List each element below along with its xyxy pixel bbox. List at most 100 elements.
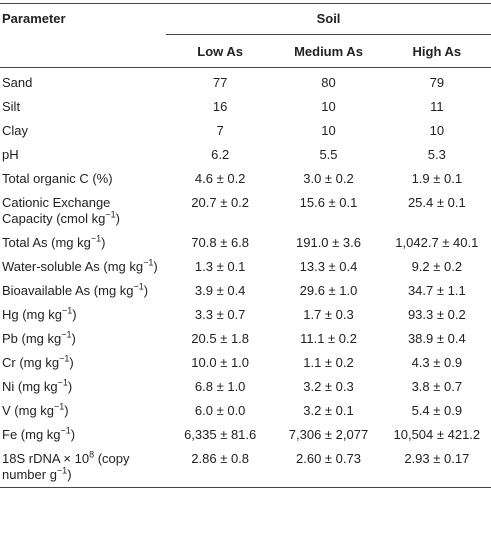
cell: 34.7 ± 1.1 [407,283,466,298]
text-part: Cr (mg kg [2,355,60,370]
text-part: Water-soluble As (mg kg [2,259,144,274]
row-label: V (mg kg−1) [0,399,166,423]
superscript: −1 [61,305,73,316]
row-label: Fe (mg kg−1) [0,423,166,447]
table-row: Total As (mg kg−1) 70.8 ± 6.8 191.0 ± 3.6 1… [0,231,491,255]
table-row: Sand 77 80 79 [0,68,491,96]
cell: 10 [321,99,336,114]
cell: 16 [212,99,228,114]
text-part: (copy number g [2,451,130,482]
cell: 11.1 ± 0.2 [300,331,357,346]
cell: 77 [212,75,228,90]
text-part: ) [67,379,73,394]
text-part: ) [67,467,72,482]
cell: 5.4 ± 0.9 [411,403,463,418]
text-part: Pb (mg kg [2,331,62,346]
text-part: V (mg kg [2,403,55,418]
text-part: ) [71,331,76,346]
superscript: −1 [90,233,102,244]
cell: 10,504 ± 421.2 [393,427,481,442]
cell: 25.4 ± 0.1 [407,195,466,210]
header-blank [0,34,166,68]
cell: 80 [321,75,336,90]
table-row: Hg (mg kg−1) 3.3 ± 0.7 1.7 ± 0.3 93.3 ± 0.2 [0,303,491,327]
cell: 70.8 ± 6.8 [191,235,250,250]
cell: 13.3 ± 0.4 [299,259,358,274]
cell: 1.1 ± 0.2 [303,355,354,370]
row-label: Sand [2,75,33,90]
cell: 4.6 ± 0.2 [194,171,246,186]
data-table: Parameter Soil Low As Medium As High As Sa… [0,3,491,488]
cell: 6.2 [211,147,230,162]
table-row: pH 6.2 5.5 5.3 [0,143,491,167]
cell: 10 [321,123,336,138]
superscript: −1 [61,329,72,340]
superscript: −1 [105,209,116,220]
table-row: Ni (mg kg−1) 6.8 ± 1.0 3.2 ± 0.3 3.8 ± 0.7 [0,375,491,399]
row-label: Silt [2,99,21,114]
text-part: Ni (mg kg [2,379,58,394]
table-row: Clay 7 10 10 [0,119,491,143]
cell: 2.86 ± 0.8 [191,451,250,466]
row-label: 18S rDNA × 108 (copy number g−1) [0,447,166,488]
table-row: 18S rDNA × 108 (copy number g−1) 2.86 ± 0… [0,447,491,488]
table-row: Cationic Exchange Capacity (cmol kg−1) 20… [0,191,491,231]
row-label: Bioavailable As (mg kg−1) [0,279,166,303]
text-part: Bioavailable As (mg kg [2,283,134,298]
cell: 1.9 ± 0.1 [411,171,463,186]
superscript: −1 [59,353,70,364]
cell: 1,042.7 ± 40.1 [395,235,479,250]
text-part: ) [101,235,106,250]
table-row: V (mg kg−1) 6.0 ± 0.0 3.2 ± 0.1 5.4 ± 0.9 [0,399,491,423]
cell: 7,306 ± 2,077 [288,427,369,442]
cell: 20.5 ± 1.8 [191,331,250,346]
cell: 79 [429,75,445,90]
cell: 7 [216,123,224,138]
cell: 10.0 ± 1.0 [191,355,250,370]
text-part: Total As (mg kg [2,235,91,250]
text-part: ) [115,211,120,226]
cell: 10 [429,123,445,138]
page: {"table": { "header": {"parameter": "Par… [0,3,491,541]
text-part: Hg (mg kg [2,307,62,322]
cell: 5.3 [427,147,446,162]
row-label: Clay [2,123,29,138]
cell: 11 [430,99,444,114]
cell: 6,335 ± 81.6 [184,427,257,442]
superscript: −1 [143,257,154,268]
table-row: Silt 16 10 11 [0,95,491,119]
text-part: ) [70,427,76,442]
table-row: Pb (mg kg−1) 20.5 ± 1.8 11.1 ± 0.2 38.9 ± 0… [0,327,491,351]
cell: 5.5 [319,147,338,162]
table-row: Total organic C (%) 4.6 ± 0.2 3.0 ± 0.2 1.9… [0,167,491,191]
text-part: 18S rDNA × 10 [2,451,90,466]
text-part: ) [69,355,74,370]
cell: 191.0 ± 3.6 [296,235,361,250]
cell: 1.7 ± 0.3 [303,307,354,322]
row-label: Hg (mg kg−1) [0,303,166,327]
header-parameter: Parameter [2,11,66,26]
cell: 20.7 ± 0.2 [191,195,250,210]
cell: 38.9 ± 0.4 [407,331,466,346]
cell: 3.9 ± 0.4 [194,283,246,298]
cell: 6.8 ± 1.0 [194,379,246,394]
cell: 2.93 ± 0.17 [404,451,470,466]
text-part: ) [72,307,77,322]
cell: 3.8 ± 0.7 [411,379,463,394]
table-body: Sand 77 80 79 Silt 16 10 11 Clay 7 10 10 pH 6.2 5.5 5.3… [0,68,491,488]
cell: 9.2 ± 0.2 [411,259,463,274]
cell: 93.3 ± 0.2 [407,307,466,322]
cell: 2.60 ± 0.73 [296,451,361,466]
text-part: ) [153,259,158,274]
table-row: Water-soluble As (mg kg−1) 1.3 ± 0.1 13.3 … [0,255,491,279]
row-label: Total organic C (%) [2,171,113,186]
table-row: Cr (mg kg−1) 10.0 ± 1.0 1.1 ± 0.2 4.3 ± 0.9 [0,351,491,375]
row-label: Cationic Exchange Capacity (cmol kg−1) [0,191,166,231]
cell: 4.3 ± 0.9 [411,355,463,370]
row-label: Ni (mg kg−1) [0,375,166,399]
text-part: Fe (mg kg [2,427,61,442]
cell: 1.3 ± 0.1 [194,259,246,274]
cell: 6.0 ± 0.0 [194,403,246,418]
superscript: 8 [89,449,95,460]
cell: 3.0 ± 0.2 [303,171,354,186]
